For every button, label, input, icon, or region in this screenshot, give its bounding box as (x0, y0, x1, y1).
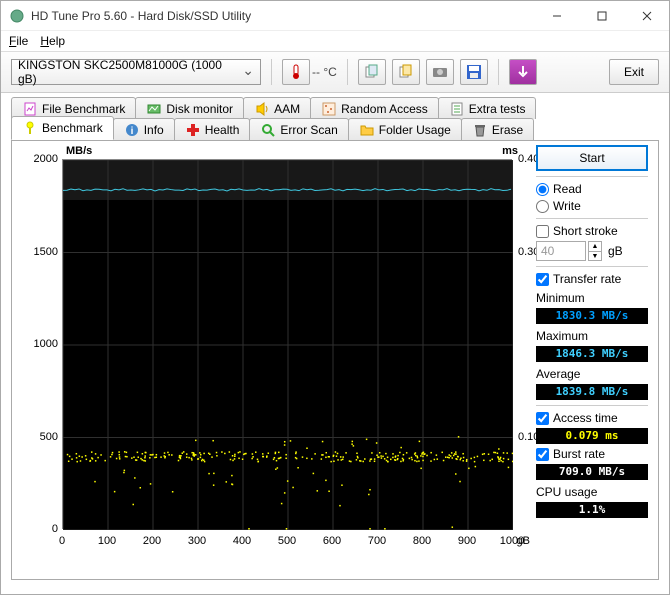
plot-area (62, 159, 512, 529)
minimum-value: 1830.3 MB/s (536, 308, 648, 324)
access-time-value: 0.079 ms (536, 428, 648, 444)
burst-rate-value: 709.0 MB/s (536, 464, 648, 480)
y-axis-left-label: MB/s (66, 145, 92, 157)
titlebar: HD Tune Pro 5.60 - Hard Disk/SSD Utility (1, 1, 669, 31)
file-benchmark-icon (22, 101, 38, 117)
access-time-check[interactable]: Access time (536, 411, 648, 425)
minimum-label: Minimum (536, 291, 648, 305)
disk-monitor-icon (146, 101, 162, 117)
tab-benchmark[interactable]: Benchmark (11, 116, 114, 140)
copy-icon (364, 64, 380, 80)
drive-select[interactable]: KINGSTON SKC2500M81000G (1000 gB) (11, 59, 261, 85)
short-stroke-value: ▲▼ gB (536, 241, 648, 261)
error-scan-icon (260, 122, 276, 138)
burst-rate-check[interactable]: Burst rate (536, 447, 648, 461)
temperature-value: -- °C (312, 65, 337, 79)
thermometer-icon (288, 64, 304, 80)
drive-select-value: KINGSTON SKC2500M81000G (1000 gB) (18, 58, 242, 86)
arrow-down-icon (515, 64, 531, 80)
tab-strip: File Benchmark Disk monitor AAM Random A… (1, 93, 669, 140)
extra-tests-icon (449, 101, 465, 117)
floppy-icon (466, 64, 482, 80)
maximum-value: 1846.3 MB/s (536, 346, 648, 362)
benchmark-chart: MB/s ms gB 05001000150020000.100.300.400… (22, 145, 532, 555)
maximize-button[interactable] (579, 1, 624, 30)
erase-icon (472, 122, 488, 138)
average-label: Average (536, 367, 648, 381)
toolbar-divider (498, 59, 499, 85)
short-stroke-input[interactable] (536, 241, 586, 261)
copy-screenshot-icon (398, 64, 414, 80)
folder-icon (359, 122, 375, 138)
tab-extra-tests[interactable]: Extra tests (438, 97, 537, 119)
maximum-label: Maximum (536, 329, 648, 343)
read-radio[interactable]: Read (536, 182, 648, 196)
screenshot-button[interactable] (426, 59, 454, 85)
copy-info-button[interactable] (358, 59, 386, 85)
side-panel: Start Read Write Short stroke ▲▼ gB Tran… (536, 145, 648, 518)
random-access-icon (321, 101, 337, 117)
toolbar-divider (271, 59, 272, 85)
minimize-button[interactable] (534, 1, 579, 30)
tab-disk-monitor[interactable]: Disk monitor (135, 97, 244, 119)
average-value: 1839.8 MB/s (536, 384, 648, 400)
save-button[interactable] (460, 59, 488, 85)
tab-erase[interactable]: Erase (461, 118, 534, 140)
transfer-rate-check[interactable]: Transfer rate (536, 272, 648, 286)
svg-text:i: i (130, 126, 133, 137)
close-button[interactable] (624, 1, 669, 30)
start-button[interactable]: Start (536, 145, 648, 171)
health-icon (185, 122, 201, 138)
y-axis-right-label: ms (502, 145, 518, 157)
copy-screenshot-button[interactable] (392, 59, 420, 85)
tab-random-access[interactable]: Random Access (310, 97, 439, 119)
write-radio[interactable]: Write (536, 199, 648, 213)
cpu-usage-value: 1.1% (536, 502, 648, 518)
toolbar-divider (347, 59, 348, 85)
tab-health[interactable]: Health (174, 118, 251, 140)
tab-aam[interactable]: AAM (243, 97, 311, 119)
down-button[interactable] (509, 59, 537, 85)
toolbar: KINGSTON SKC2500M81000G (1000 gB) -- °C … (1, 51, 669, 93)
benchmark-panel: MB/s ms gB 05001000150020000.100.300.400… (11, 140, 659, 580)
tab-error-scan[interactable]: Error Scan (249, 118, 348, 140)
short-stroke-spinner[interactable]: ▲▼ (588, 241, 602, 261)
temperature-button[interactable] (282, 59, 310, 85)
menubar: File Help (1, 31, 669, 51)
tab-info[interactable]: iInfo (113, 118, 175, 140)
info-icon: i (124, 122, 140, 138)
menu-file[interactable]: File (9, 34, 28, 48)
benchmark-icon (22, 120, 38, 136)
exit-button[interactable]: Exit (609, 59, 659, 85)
tab-folder-usage[interactable]: Folder Usage (348, 118, 462, 140)
window-title: HD Tune Pro 5.60 - Hard Disk/SSD Utility (31, 9, 534, 23)
short-stroke-check[interactable]: Short stroke (536, 224, 648, 238)
cpu-usage-label: CPU usage (536, 485, 648, 499)
aam-icon (254, 101, 270, 117)
app-icon (9, 8, 25, 24)
menu-help[interactable]: Help (40, 34, 65, 48)
camera-icon (432, 64, 448, 80)
